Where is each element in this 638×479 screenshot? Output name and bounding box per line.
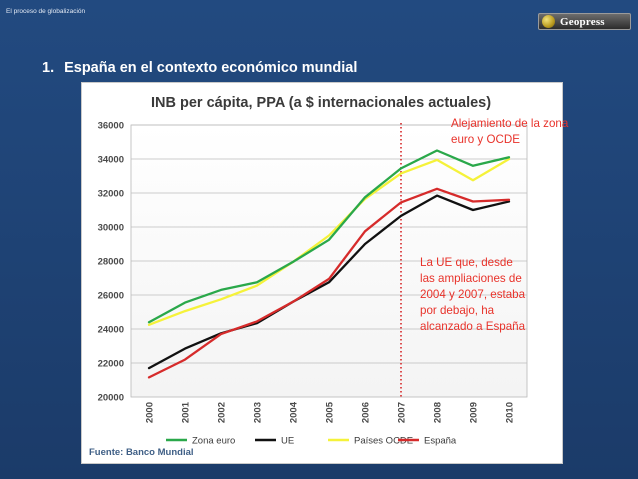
x-tick-label: 2010 xyxy=(505,402,516,423)
x-tick-label: 2006 xyxy=(361,402,372,423)
legend-label: UE xyxy=(281,436,294,447)
x-tick-label: 2003 xyxy=(253,402,264,423)
y-tick-label: 34000 xyxy=(98,155,124,166)
globe-icon xyxy=(542,15,555,28)
y-tick-label: 24000 xyxy=(98,325,124,336)
x-tick-label: 2005 xyxy=(325,401,336,423)
annotation-bottom: La UE que, desde las ampliaciones de 200… xyxy=(420,255,525,335)
series-line-países-ocde xyxy=(147,157,511,326)
section-number: 1. xyxy=(42,60,55,76)
legend-label: Países OCDE xyxy=(354,436,413,447)
y-tick-label: 26000 xyxy=(98,291,124,302)
x-tick-label: 2008 xyxy=(433,402,444,423)
annotation-bottom-line-2: las ampliaciones de xyxy=(420,272,522,285)
x-tick-label: 2002 xyxy=(217,402,228,423)
chart-title: INB per cápita, PPA (a $ internacionales… xyxy=(151,95,491,111)
annotation-top-line-1: Alejamiento de la zona xyxy=(451,117,569,130)
y-tick-label: 36000 xyxy=(98,121,124,132)
section-title: 1. España en el contexto económico mundia… xyxy=(42,60,357,76)
x-tick-label: 2000 xyxy=(145,402,156,423)
series-line-ue xyxy=(147,194,511,370)
annotation-bottom-line-3: 2004 y 2007, estaba xyxy=(420,288,526,301)
legend-label: España xyxy=(424,436,457,447)
y-tick-label: 20000 xyxy=(98,393,124,404)
series-line-españa xyxy=(147,187,511,379)
annotation-bottom-line-4: por debajo, ha xyxy=(420,304,495,317)
y-tick-label: 32000 xyxy=(98,189,124,200)
chart-panel: INB per cápita, PPA (a $ internacionales… xyxy=(81,82,563,464)
annotation-top: Alejamiento de la zona euro y OCDE xyxy=(451,116,568,148)
annotation-bottom-line-5: alcanzado a España xyxy=(420,320,526,333)
x-tick-label: 2001 xyxy=(181,401,192,423)
x-tick-label: 2004 xyxy=(289,401,300,423)
x-tick-label: 2009 xyxy=(469,402,480,423)
line-chart: INB per cápita, PPA (a $ internacionales… xyxy=(89,95,528,458)
geopress-logo: Geopress xyxy=(538,13,631,30)
series-line-zona-euro xyxy=(147,149,511,324)
y-tick-label: 22000 xyxy=(98,359,124,370)
x-tick-label: 2007 xyxy=(397,402,408,423)
y-tick-label: 30000 xyxy=(98,223,124,234)
legend-label: Zona euro xyxy=(192,436,235,447)
chart-source: Fuente: Banco Mundial xyxy=(89,447,194,458)
annotation-bottom-line-1: La UE que, desde xyxy=(420,256,513,269)
logo-text: Geopress xyxy=(560,15,605,28)
y-tick-label: 28000 xyxy=(98,257,124,268)
annotation-top-line-2: euro y OCDE xyxy=(451,133,520,146)
presentation-header: El proceso de globalización xyxy=(6,8,86,15)
section-title-text: España en el contexto económico mundial xyxy=(64,60,358,76)
